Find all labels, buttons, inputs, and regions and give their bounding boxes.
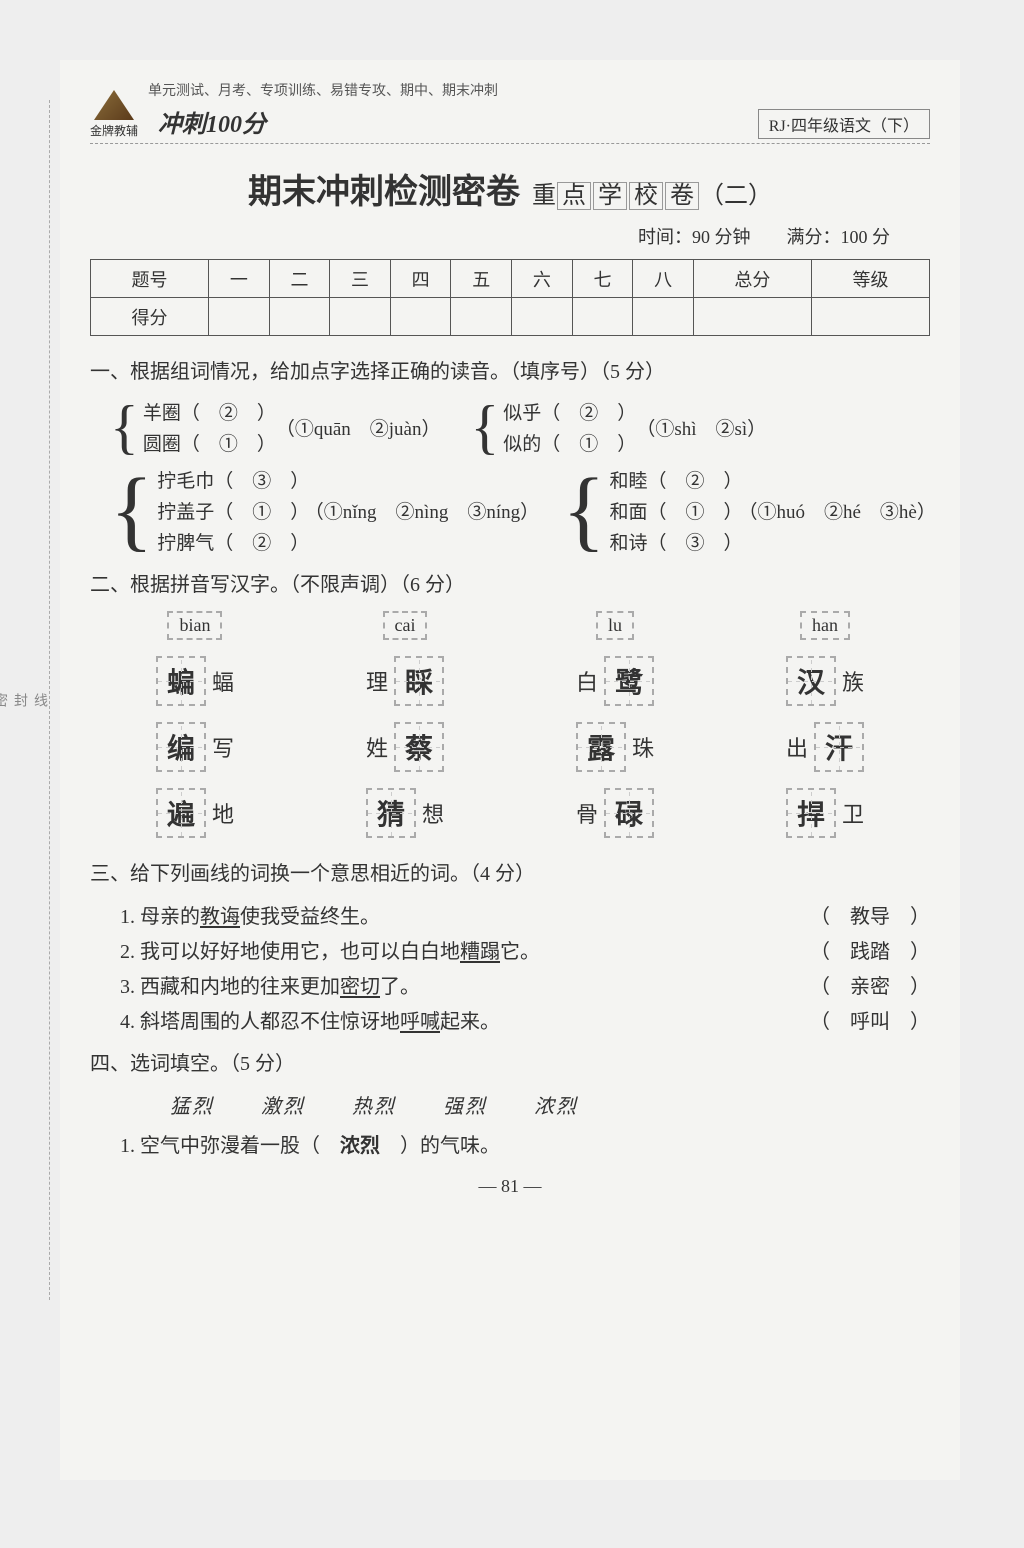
char-row: 编写 — [156, 722, 234, 772]
margin-label: 封 — [9, 693, 29, 707]
char-label: 地 — [212, 797, 234, 829]
char-row: 姓蔡 — [366, 722, 444, 772]
tianzige-box: 捍 — [786, 788, 836, 838]
q2-grid: bian蝙蝠编写遍地cai理睬姓蔡猜想lu白鹭露珠骨碌han汉族出汗捍卫 — [90, 611, 930, 838]
paper-subtitle: 重点学校卷（二） — [532, 183, 772, 209]
logo-icon — [94, 90, 134, 120]
tianzige-box: 蔡 — [394, 722, 444, 772]
grade-badge: RJ·四年级语文（下） — [758, 109, 930, 139]
q4-sentence: 1. 空气中弥漫着一股（ 浓烈 ）的气味。 — [120, 1129, 930, 1158]
paper-title: 期末冲刺检测密卷 — [248, 174, 520, 211]
q3-answer: （ 教导 ） — [810, 900, 930, 929]
q3-heading: 三、给下列画线的词换一个意思相近的词。（4 分） — [90, 858, 930, 890]
tianzige-box: 蝙 — [156, 656, 206, 706]
q3-sentence: 3. 西藏和内地的往来更加密切了。（ 亲密 ） — [120, 970, 930, 999]
q1-group: { 似乎（ ② ） 似的（ ① ） （①shì ②sì） — [470, 398, 766, 456]
brand-logo: 金牌教辅 — [90, 90, 138, 139]
tianzige-box: 汗 — [814, 722, 864, 772]
char-row: 遍地 — [156, 788, 234, 838]
margin-label: 线 — [29, 693, 49, 707]
pinyin-box: cai — [383, 611, 428, 640]
score-table: 题号一二三四五六七八总分等级 得分 — [90, 259, 930, 336]
page-header: 金牌教辅 单元测试、月考、专项训练、易错专攻、期中、期末冲刺 冲刺100分 RJ… — [90, 80, 930, 144]
tianzige-box: 编 — [156, 722, 206, 772]
time-score-info: 时间：90 分钟 满分：100 分 — [90, 223, 890, 249]
q2-heading: 二、根据拼音写汉字。（不限声调）（6 分） — [90, 569, 930, 601]
brand-text: 金牌教辅 — [90, 122, 138, 139]
char-row: 出汗 — [786, 722, 864, 772]
char-label: 想 — [422, 797, 444, 829]
q3-sentence: 1. 母亲的教诲使我受益终生。（ 教导 ） — [120, 900, 930, 929]
char-label: 族 — [842, 665, 864, 697]
char-label: 白 — [576, 665, 598, 697]
char-row: 猜想 — [366, 788, 444, 838]
tianzige-box: 遍 — [156, 788, 206, 838]
q1-group: { 和睦（ ② ） 和面（ ① ） 和诗（ ③ ） （①huó ②hé ③hè） — [562, 466, 930, 555]
tianzige-box: 汉 — [786, 656, 836, 706]
char-row: 汉族 — [786, 656, 864, 706]
q1-heading: 一、根据组词情况，给加点字选择正确的读音。（填序号）（5 分） — [90, 356, 930, 388]
q3-answer: （ 呼叫 ） — [810, 1005, 930, 1034]
char-label: 骨 — [576, 797, 598, 829]
char-label: 蝠 — [212, 665, 234, 697]
margin-label: 密 — [0, 693, 9, 707]
char-row: 骨碌 — [576, 788, 654, 838]
q1-group: { 羊圈（ ② ） 圆圈（ ① ） （①quān ②juàn） — [110, 398, 440, 456]
page-number: — 81 — — [90, 1176, 930, 1197]
q3-sentence: 2. 我可以好好地使用它，也可以白白地糟蹋它。（ 践踏 ） — [120, 935, 930, 964]
q3-sentence: 4. 斜塔周围的人都忍不住惊讶地呼喊起来。（ 呼叫 ） — [120, 1005, 930, 1034]
pinyin-box: bian — [167, 611, 222, 640]
tianzige-box: 碌 — [604, 788, 654, 838]
char-row: 蝙蝠 — [156, 656, 234, 706]
char-row: 露珠 — [576, 722, 654, 772]
char-label: 理 — [366, 665, 388, 697]
tianzige-box: 睬 — [394, 656, 444, 706]
q3-answer: （ 亲密 ） — [810, 970, 930, 999]
table-row: 题号一二三四五六七八总分等级 — [91, 260, 930, 298]
char-label: 写 — [212, 731, 234, 763]
char-label: 卫 — [842, 797, 864, 829]
q1-group: { 拧毛巾（ ③ ） 拧盖子（ ① ） 拧脾气（ ② ） （①nǐng ②nìn… — [110, 466, 532, 555]
q4-word-bank: 猛烈 激烈 热烈 强烈 浓烈 — [170, 1090, 930, 1119]
header-subtitle: 单元测试、月考、专项训练、易错专攻、期中、期末冲刺 — [148, 80, 748, 100]
char-label: 出 — [786, 731, 808, 763]
q3-answer: （ 践踏 ） — [810, 935, 930, 964]
pinyin-box: lu — [596, 611, 634, 640]
series-title: 冲刺100分 — [158, 104, 748, 139]
char-label: 姓 — [366, 731, 388, 763]
char-row: 理睬 — [366, 656, 444, 706]
tianzige-box: 鹭 — [604, 656, 654, 706]
tianzige-box: 猜 — [366, 788, 416, 838]
worksheet-page: 金牌教辅 单元测试、月考、专项训练、易错专攻、期中、期末冲刺 冲刺100分 RJ… — [60, 60, 960, 1480]
char-row: 捍卫 — [786, 788, 864, 838]
char-label: 珠 — [632, 731, 654, 763]
table-row: 得分 — [91, 298, 930, 336]
char-row: 白鹭 — [576, 656, 654, 706]
q4-heading: 四、选词填空。（5 分） — [90, 1048, 930, 1080]
pinyin-box: han — [800, 611, 850, 640]
tianzige-box: 露 — [576, 722, 626, 772]
